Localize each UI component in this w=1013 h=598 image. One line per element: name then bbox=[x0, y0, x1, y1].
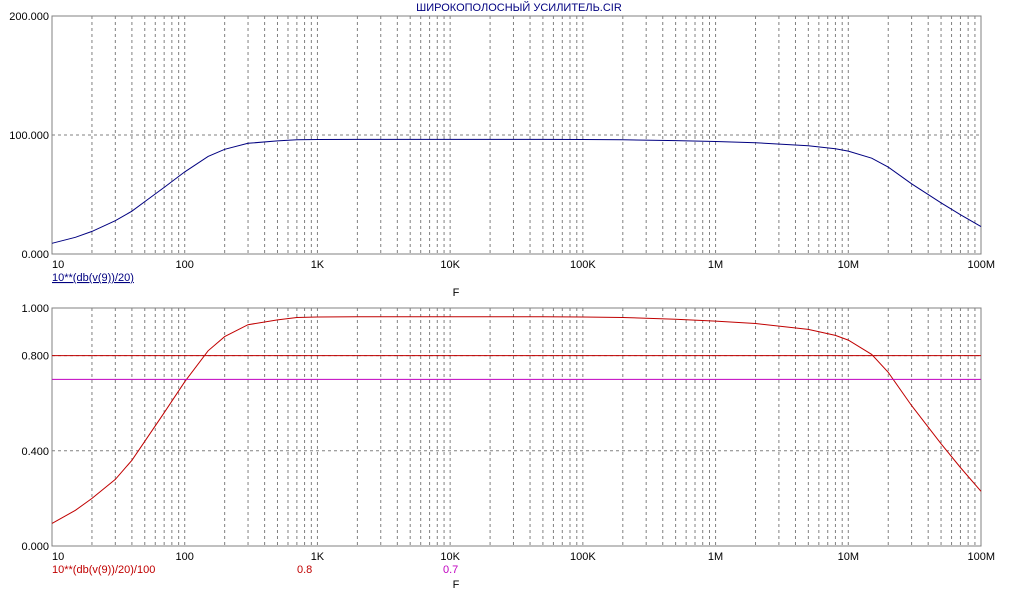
x-tick-label: 10 bbox=[52, 551, 64, 563]
legend-entry[interactable]: 10**(db(v(9))/20)/100 bbox=[52, 564, 155, 576]
bottom-chart-panel: 0.000 0.400 0.800 1.000 10 100 1K 10K 100K 1M 10M 1… bbox=[21, 303, 995, 591]
y-tick-label: 0.400 bbox=[21, 446, 49, 458]
legend-entry[interactable]: 0.8 bbox=[297, 564, 312, 576]
y-tick-label: 1.000 bbox=[21, 303, 49, 315]
x-axis-label: F bbox=[453, 287, 460, 299]
x-axis-label: F bbox=[453, 579, 460, 591]
x-tick-label: 1M bbox=[708, 551, 723, 563]
y-tick-label: 0.800 bbox=[21, 351, 49, 363]
x-tick-label: 100 bbox=[176, 259, 194, 271]
x-tick-label: 10K bbox=[440, 551, 460, 563]
x-tick-label: 100M bbox=[967, 259, 995, 271]
y-tick-label: 0.000 bbox=[21, 541, 49, 553]
x-tick-label: 10K bbox=[440, 259, 460, 271]
y-tick-label: 100.000 bbox=[9, 130, 49, 142]
plot-frame bbox=[51, 15, 982, 255]
x-tick-label: 1K bbox=[311, 259, 325, 271]
x-tick-label: 100K bbox=[570, 259, 596, 271]
legend-entry[interactable]: 0.7 bbox=[443, 564, 458, 576]
top-chart-panel: 0.000 100.000 200.000 10 100 1K 10K 100K 1M 10M 10… bbox=[9, 11, 995, 299]
legend-entry[interactable]: 10**(db(v(9))/20) bbox=[52, 272, 134, 284]
y-tick-label: 200.000 bbox=[9, 11, 49, 23]
x-tick-label: 100 bbox=[176, 551, 194, 563]
x-tick-label: 10 bbox=[52, 259, 64, 271]
plot-frame bbox=[51, 307, 982, 547]
x-tick-label: 1K bbox=[311, 551, 325, 563]
series-line-10-db-v-9-20-100 bbox=[51, 316, 982, 524]
x-tick-label: 1M bbox=[708, 259, 723, 271]
x-tick-label: 100K bbox=[570, 551, 596, 563]
series-line-10-db-v-9-20- bbox=[51, 138, 982, 244]
x-tick-label: 10M bbox=[838, 551, 859, 563]
x-tick-label: 100M bbox=[967, 551, 995, 563]
window-title: ШИРОКОПОЛОСНЫЙ УСИЛИТЕЛЬ.CIR bbox=[416, 1, 622, 14]
x-tick-label: 10M bbox=[838, 259, 859, 271]
y-tick-label: 0.000 bbox=[21, 249, 49, 261]
